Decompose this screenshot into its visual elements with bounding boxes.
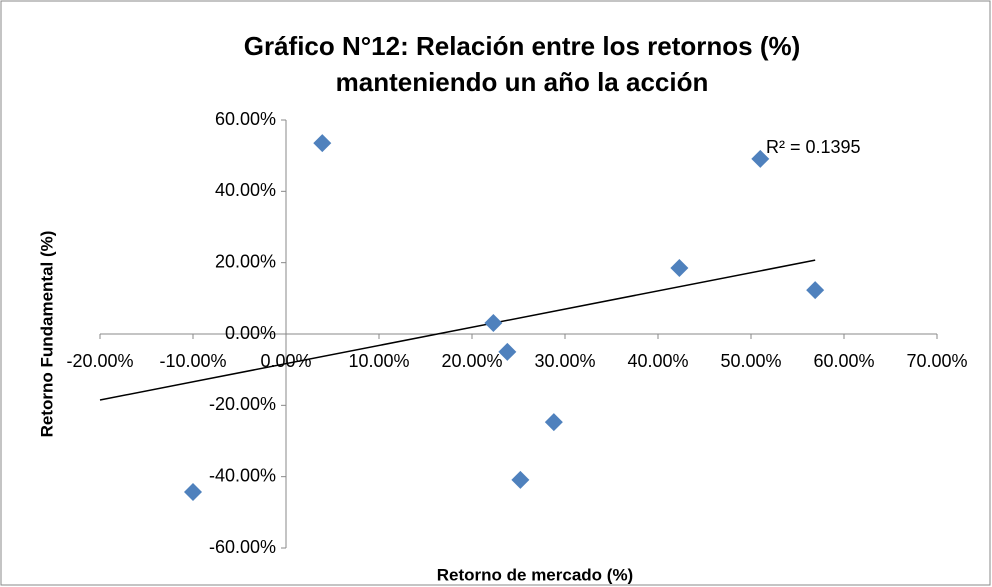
point: [544, 413, 563, 432]
point: [498, 342, 517, 361]
point: [670, 259, 689, 278]
r2-annotation: R² = 0.1395: [766, 137, 861, 157]
x-tick-label: -10.00%: [159, 351, 226, 371]
chart-title: manteniendo un año la acción: [336, 67, 709, 97]
chart-title: Gráfico N°12: Relación entre los retorno…: [244, 31, 801, 61]
trendline: [99, 259, 816, 401]
x-axis-title: Retorno de mercado (%): [437, 565, 633, 584]
y-tick-label: -20.00%: [209, 394, 276, 414]
x-tick-label: 10.00%: [348, 351, 409, 371]
x-tick-label: 40.00%: [627, 351, 688, 371]
y-axis-title: Retorno Fundamental (%): [37, 231, 56, 438]
y-tick-label: 60.00%: [215, 109, 276, 129]
x-tick-label: 70.00%: [906, 351, 967, 371]
x-tick-label: 50.00%: [720, 351, 781, 371]
y-tick-label: 0.00%: [225, 323, 276, 343]
y-tick-label: 40.00%: [215, 180, 276, 200]
point: [184, 483, 202, 502]
x-tick-label: 20.00%: [441, 351, 502, 371]
y-tick-label: -40.00%: [209, 465, 276, 485]
x-tick-label: -20.00%: [66, 351, 133, 371]
x-tick-label: 60.00%: [813, 351, 874, 371]
point: [313, 134, 332, 153]
point: [511, 470, 530, 489]
point: [751, 149, 770, 168]
x-tick-label: 30.00%: [534, 351, 595, 371]
y-tick-label: -60.00%: [209, 537, 276, 557]
y-tick-label: 20.00%: [215, 251, 276, 271]
point: [806, 281, 825, 300]
point: [484, 313, 503, 332]
